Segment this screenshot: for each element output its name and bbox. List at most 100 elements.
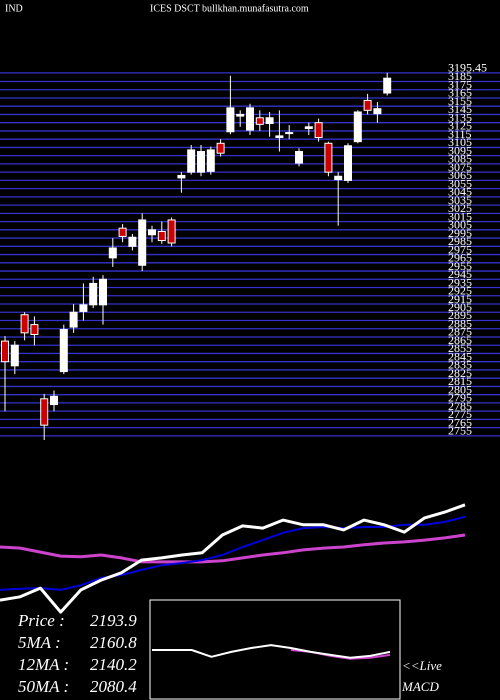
y-tick-label: 2805 — [448, 382, 472, 396]
y-tick-label: 2965 — [448, 251, 472, 265]
candle-body — [50, 395, 58, 406]
candle-body — [255, 117, 264, 125]
candle-body — [216, 142, 225, 154]
chart-title: ICES DSCT bullkhan.munafasutra.com — [150, 3, 309, 14]
y-tick-label: 3185 — [448, 69, 472, 83]
y-tick-label: 2825 — [448, 366, 472, 380]
candle-body — [40, 398, 49, 426]
y-tick-label: 2995 — [448, 226, 472, 240]
candle-body — [197, 151, 205, 173]
y-tick-label: 3035 — [448, 193, 472, 207]
legend-label: 5MA : — [18, 633, 61, 652]
candle-body — [285, 132, 294, 135]
candle-body — [108, 247, 117, 259]
candle-body — [10, 344, 19, 367]
y-tick-label: 2925 — [448, 284, 472, 298]
candle-body — [206, 149, 215, 172]
candle-body — [265, 117, 274, 125]
candle-body — [1, 340, 9, 363]
candle-body — [324, 142, 333, 173]
candle-body — [148, 229, 156, 236]
candle-body — [363, 99, 372, 111]
y-tick-label: 3055 — [448, 176, 472, 190]
y-tick-label: 3015 — [448, 209, 472, 223]
y-tick-label: 3095 — [448, 143, 472, 157]
candle-body — [118, 227, 127, 237]
legend-label: 50MA : — [18, 677, 69, 696]
y-tick-label: 2895 — [448, 308, 472, 322]
candle-body — [187, 149, 196, 173]
y-tick-label: 3045 — [448, 185, 472, 199]
candle-body — [236, 113, 245, 117]
y-tick-label: 2885 — [448, 316, 472, 330]
macd-label: MACD — [401, 679, 439, 694]
candle-body — [334, 175, 343, 181]
candle-body — [157, 230, 166, 242]
y-tick-label: 2955 — [448, 259, 472, 273]
y-tick-label: 2945 — [448, 267, 472, 281]
candle-body — [353, 111, 362, 143]
y-tick-label: 3135 — [448, 110, 472, 124]
candle-body — [226, 107, 235, 133]
y-tick-label: 3105 — [448, 135, 472, 149]
legend-value: 2193.9 — [90, 611, 137, 630]
legend-label: Price : — [17, 611, 65, 630]
candle-body — [275, 135, 284, 139]
y-tick-label: 3115 — [448, 127, 472, 141]
y-tick-label: 2845 — [448, 349, 472, 363]
y-tick-label: 3005 — [448, 218, 472, 232]
candle-body — [373, 108, 382, 115]
y-tick-label: 3145 — [448, 102, 472, 116]
y-tick-label: 2855 — [448, 341, 472, 355]
y-tick-label: 2875 — [448, 325, 472, 339]
y-tick-label: 2915 — [448, 292, 472, 306]
y-tick-label: 2935 — [448, 275, 472, 289]
candle-body — [69, 311, 78, 328]
y-tick-label: 3075 — [448, 160, 472, 174]
candle-body — [79, 304, 88, 312]
y-tick-label: 3085 — [448, 152, 472, 166]
y-tick-label: 2865 — [448, 333, 472, 347]
candle-body — [304, 126, 313, 129]
y-tick-label: 2785 — [448, 399, 472, 413]
y-tick-label: 2975 — [448, 242, 472, 256]
y-tick-label: 3155 — [448, 94, 472, 108]
y-tick-label: 2905 — [448, 300, 472, 314]
y-tick-label: 2835 — [448, 358, 472, 372]
y-tick-label: 2795 — [448, 391, 472, 405]
candle-body — [295, 151, 303, 164]
indicator-line — [0, 533, 466, 564]
y-tick-label: 2755 — [448, 424, 472, 438]
y-tick-label: 2985 — [448, 234, 472, 248]
candle-body — [383, 77, 392, 94]
candle-body — [167, 219, 176, 244]
legend-label: 12MA : — [18, 655, 69, 674]
candle-body — [246, 107, 254, 131]
candle-body — [20, 314, 29, 334]
macd-label: <<Live — [402, 658, 442, 673]
y-tick-label: 3025 — [448, 201, 472, 215]
y-tick-label: 3165 — [448, 86, 472, 100]
candle-body — [30, 324, 39, 336]
macd-frame — [149, 599, 401, 700]
y-tick-label: 3195.45 — [448, 61, 487, 75]
candle-body — [128, 236, 137, 247]
y-tick-label: 2815 — [448, 374, 472, 388]
legend-value: 2080.4 — [90, 677, 137, 696]
indicator-line — [0, 503, 466, 614]
candle-body — [99, 278, 107, 306]
legend-value: 2160.8 — [90, 633, 137, 652]
candle-body — [89, 282, 98, 306]
y-tick-label: 3065 — [448, 168, 472, 182]
candle-body — [314, 122, 323, 139]
legend-value: 2140.2 — [90, 655, 137, 674]
y-tick-label: 3175 — [448, 77, 472, 91]
chart-subtitle: IND — [5, 3, 23, 14]
y-tick-label: 2775 — [448, 407, 472, 421]
candle-body — [138, 219, 147, 266]
candle-body — [344, 145, 352, 181]
indicator-line — [152, 644, 391, 659]
y-tick-label: 3125 — [448, 119, 472, 133]
